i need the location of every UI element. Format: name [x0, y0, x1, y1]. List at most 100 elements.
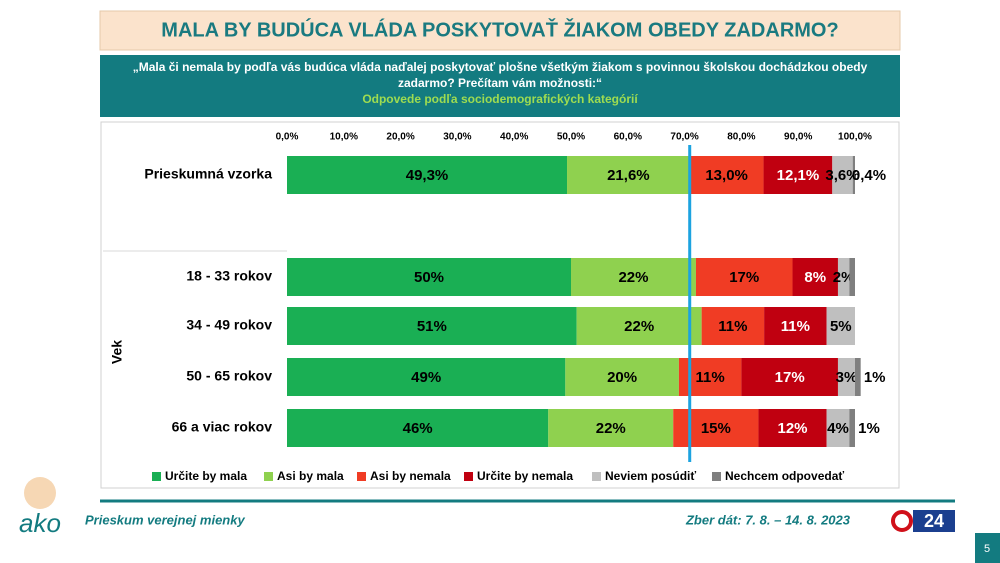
legend-swatch — [464, 472, 473, 481]
value-label: 12% — [778, 420, 808, 437]
bar-segment — [701, 307, 765, 345]
bar-segment — [571, 258, 696, 296]
value-label: 11% — [781, 318, 810, 335]
title-box — [99, 10, 901, 51]
value-label: 8% — [804, 269, 826, 286]
subtitle: Odpovede podľa sociodemografických kateg… — [362, 92, 638, 106]
x-tick-label: 10,0% — [330, 132, 358, 143]
page-box — [975, 533, 1000, 563]
bar-segment — [758, 409, 827, 447]
legend-label: Asi by nemala — [370, 469, 451, 483]
value-label: 12,1% — [777, 167, 820, 184]
value-label: 21,6% — [607, 167, 650, 184]
x-tick-label: 50,0% — [557, 132, 585, 143]
question-fo: „Mala či nemala by podľa vás budúca vlád… — [132, 60, 868, 106]
value-label: 22% — [618, 269, 648, 286]
x-tick-label: 40,0% — [500, 132, 528, 143]
legend-swatch — [592, 472, 601, 481]
bar-segment — [287, 409, 549, 447]
title: MALA BY BUDÚCA VLÁDA POSKYTOVAŤ ŽIAKOM O… — [161, 17, 838, 41]
value-label: 13,0% — [705, 167, 748, 184]
bar-segment — [826, 409, 850, 447]
bar-segment — [849, 258, 855, 296]
category-label: 50 - 65 rokov — [186, 368, 272, 384]
bar-segment — [832, 156, 853, 194]
value-label: 20% — [607, 369, 637, 386]
bar-segment — [576, 307, 702, 345]
bar-segment — [287, 156, 568, 194]
value-label: 17% — [729, 269, 759, 286]
value-label: 49,3% — [406, 167, 449, 184]
legend-label: Určite by nemala — [477, 469, 573, 483]
bar-segment — [695, 258, 793, 296]
bar-segment — [287, 358, 566, 396]
bar-segment — [826, 307, 855, 345]
x-tick-label: 100,0% — [838, 132, 872, 143]
value-label: 3% — [836, 369, 858, 386]
tv-logo-box — [913, 510, 955, 532]
value-label: 11% — [718, 318, 747, 335]
legend-swatch — [712, 472, 721, 481]
legend-label: Určite by mala — [165, 469, 247, 483]
bar-segment — [567, 156, 690, 194]
bar-segment — [565, 358, 679, 396]
bar-segment — [837, 258, 850, 296]
bar-segment — [548, 409, 674, 447]
value-label: 49% — [411, 369, 441, 386]
x-tick-label: 60,0% — [614, 132, 642, 143]
bar-segment — [741, 358, 838, 396]
value-label: 0,4% — [852, 167, 886, 184]
legend-label: Nechcem odpovedať — [725, 469, 844, 483]
logo: ako — [19, 508, 61, 538]
value-label: 51% — [417, 318, 447, 335]
category-label: 18 - 33 rokov — [186, 268, 272, 284]
page-number: 5 — [984, 543, 990, 555]
bar-segment — [689, 156, 764, 194]
value-label: 22% — [596, 420, 626, 437]
value-label: 1% — [858, 420, 880, 437]
x-tick-label: 30,0% — [443, 132, 471, 143]
value-label: 50% — [414, 269, 444, 286]
legend-label: Neviem posúdiť — [605, 469, 696, 483]
bar-segment — [763, 156, 833, 194]
legend-label: Asi by mala — [277, 469, 344, 483]
value-label: 3,6% — [825, 167, 859, 184]
category-label: 34 - 49 rokov — [186, 317, 272, 333]
category-label: 66 a viac rokov — [172, 419, 273, 435]
value-label: 46% — [403, 420, 433, 437]
legend-swatch — [152, 472, 161, 481]
bar-segment — [287, 258, 571, 296]
bar-segment — [849, 409, 855, 447]
bar-segment — [287, 307, 577, 345]
bar-segment — [792, 258, 838, 296]
footer-right: Zber dát: 7. 8. – 14. 8. 2023 — [685, 512, 851, 527]
category-label: Prieskumná vzorka — [144, 166, 272, 182]
footer-left: Prieskum verejnej mienky — [85, 512, 245, 527]
value-label: 4% — [827, 420, 849, 437]
value-label: 2% — [833, 269, 855, 286]
legend-swatch — [264, 472, 273, 481]
tv-logo-ring — [891, 510, 913, 532]
question: „Mala či nemala by podľa vás budúca vlád… — [132, 60, 868, 90]
plot: 0,0% 10,0% 20,0% 30,0% 40,0% 50,0% 60,0% 70,0% 8… — [144, 132, 886, 484]
value-label: 22% — [624, 318, 654, 335]
x-tick-label: 90,0% — [784, 132, 812, 143]
bar-segment — [852, 156, 855, 194]
value-label: 11% — [696, 369, 725, 386]
x-tick-label: 20,0% — [386, 132, 414, 143]
question-box — [100, 55, 900, 117]
x-tick-label: 70,0% — [670, 132, 698, 143]
value-label: 5% — [830, 318, 852, 335]
value-label: 1% — [864, 369, 886, 386]
logo-head — [24, 477, 56, 509]
group-label: Vek — [109, 340, 125, 364]
x-tick-label: 80,0% — [727, 132, 755, 143]
tv-logo: 24 — [924, 511, 944, 531]
bar-segment — [673, 409, 759, 447]
bar-segment — [764, 307, 827, 345]
value-label: 17% — [775, 369, 805, 386]
bar-segment — [855, 358, 861, 396]
value-label: 15% — [701, 420, 731, 437]
